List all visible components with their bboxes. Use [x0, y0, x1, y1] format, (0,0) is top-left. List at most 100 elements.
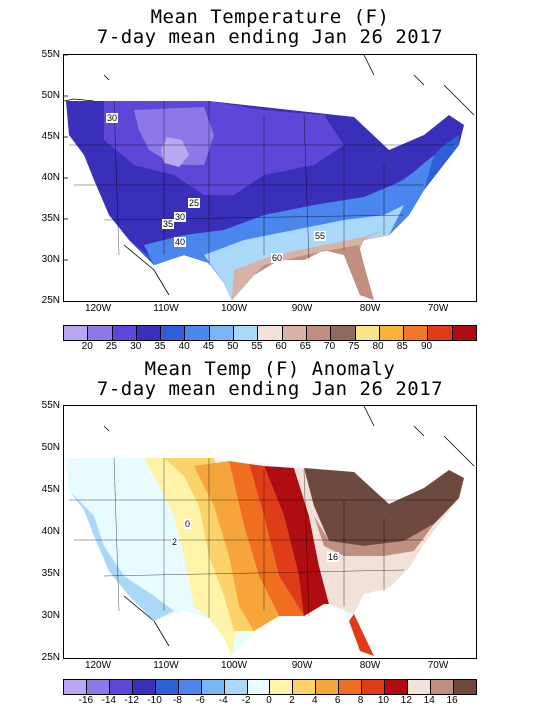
lat-label: 45N [41, 484, 60, 495]
colorbar-label: 0 [266, 695, 272, 706]
colorbar-label: 20 [81, 341, 93, 352]
colorbar-label: -2 [241, 695, 251, 706]
colorbar-label: 4 [311, 695, 318, 706]
map2-svg [66, 406, 475, 656]
map1-panel: 30 25 30 35 40 55 60 [63, 54, 477, 302]
map1-temperature-field [66, 101, 464, 300]
colorbar-swatch [161, 326, 186, 340]
colorbar-label: 40 [178, 341, 190, 352]
colorbar-label: 75 [348, 341, 360, 352]
colorbar-swatch [452, 326, 477, 340]
colorbar-label: 70 [324, 341, 336, 352]
lon-label: 120W [84, 660, 112, 671]
colorbar-swatch [431, 680, 454, 694]
map1-title-line2: 7-day mean ending Jan 26 2017 [96, 26, 444, 48]
lat-label: 35N [41, 568, 60, 579]
map2-anomaly-field [66, 458, 464, 656]
lat-label: 30N [41, 254, 60, 265]
map1-contour-label: 55 [314, 231, 327, 241]
colorbar-swatch [247, 680, 271, 694]
map1-contour-label: 60 [271, 253, 284, 263]
colorbar-swatch [64, 326, 89, 340]
colorbar-swatch [136, 326, 162, 340]
colorbar-label: 65 [299, 341, 311, 352]
lon-label: 100W [220, 660, 248, 671]
colorbar-swatch [88, 326, 113, 340]
colorbar-label: 25 [105, 341, 118, 352]
colorbar-label: 16 [446, 695, 458, 706]
colorbar-swatch [234, 326, 259, 340]
colorbar-label: 6 [334, 695, 341, 706]
colorbar-swatch [282, 326, 307, 340]
map2-title-line2: 7-day mean ending Jan 26 2017 [96, 378, 444, 400]
map2-title-line1: Mean Temp (F) Anomaly [144, 358, 396, 380]
colorbar-label: 85 [396, 341, 408, 352]
colorbar-label: -14 [101, 695, 116, 706]
colorbar-swatch [339, 680, 363, 694]
colorbar-swatch [224, 680, 248, 694]
colorbar-swatch [178, 680, 202, 694]
lat-label: 25N [41, 295, 60, 306]
lon-label: 120W [84, 303, 112, 314]
colorbar-swatch [185, 326, 210, 340]
colorbar-swatch [408, 680, 431, 694]
colorbar-label: -12 [124, 695, 139, 706]
map2-contour-label: 16 [327, 552, 340, 562]
colorbar-swatch [258, 326, 283, 340]
lon-label: 80W [359, 660, 381, 671]
map1-contour-label: 30 [174, 212, 187, 222]
colorbar-label: 50 [227, 341, 239, 352]
lat-label: 50N [41, 442, 60, 453]
colorbar-label: 30 [130, 341, 142, 352]
colorbar-swatch [132, 680, 156, 694]
lon-label: 110W [153, 303, 179, 314]
colorbar-swatch [293, 680, 317, 694]
colorbar-swatch [331, 326, 356, 340]
map1-colorbar [63, 325, 477, 341]
colorbar-label: 60 [275, 341, 287, 352]
colorbar-label: -4 [218, 695, 228, 706]
colorbar-label: 2 [289, 695, 295, 706]
map2-contour-label: 2 [171, 537, 179, 547]
colorbar-swatch [355, 326, 380, 340]
map1-contour-label: 35 [162, 219, 175, 229]
colorbar-label: 14 [423, 695, 435, 706]
colorbar-label: 12 [400, 695, 412, 706]
colorbar-swatch [270, 680, 294, 694]
lat-label: 40N [41, 172, 60, 183]
lat-label: 30N [41, 610, 60, 621]
colorbar-label: 8 [357, 695, 364, 706]
colorbar-label: 80 [372, 341, 384, 352]
lat-label: 25N [41, 652, 60, 663]
colorbar-swatch [209, 326, 235, 340]
colorbar-swatch [64, 680, 87, 694]
colorbar-swatch [362, 680, 386, 694]
lon-label: 70W [427, 660, 449, 671]
lon-label: 70W [427, 303, 449, 314]
colorbar-swatch [86, 680, 110, 694]
map1-svg [64, 55, 475, 300]
colorbar-label: 35 [154, 341, 166, 352]
lon-label: 110W [153, 660, 179, 671]
map2-contour-label: 0 [184, 519, 192, 529]
colorbar-label: -6 [195, 695, 205, 706]
colorbar-label: -10 [147, 695, 162, 706]
colorbar-swatch [428, 326, 453, 340]
lat-label: 55N [41, 400, 60, 411]
map2-panel: 0 2 16 [63, 405, 477, 659]
colorbar-swatch [201, 680, 225, 694]
colorbar-label: 10 [377, 695, 389, 706]
lat-label: 55N [41, 49, 60, 60]
lon-label: 90W [291, 660, 313, 671]
colorbar-swatch [306, 326, 332, 340]
map1-title-line1: Mean Temperature (F) [150, 6, 390, 28]
map1-contour-label: 40 [174, 237, 187, 247]
colorbar-swatch [404, 326, 429, 340]
colorbar-label: -8 [172, 695, 182, 706]
map2-colorbar [63, 679, 477, 695]
map1-contour-label: 30 [106, 113, 119, 123]
colorbar-label: 55 [251, 341, 263, 352]
colorbar-swatch [155, 680, 179, 694]
colorbar-swatch [385, 680, 409, 694]
colorbar-label: 90 [420, 341, 433, 352]
